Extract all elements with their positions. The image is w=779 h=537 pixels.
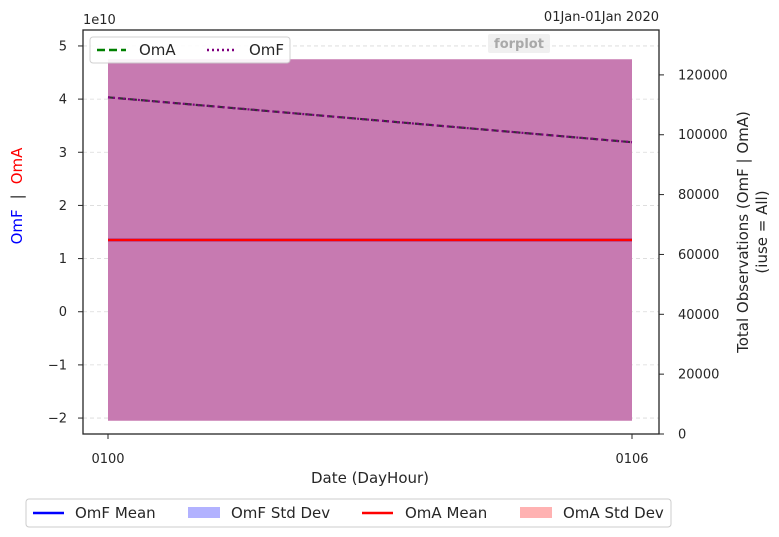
right-tick-label-3: 60000 — [678, 248, 719, 263]
legend-omf-std-label: OmF Std Dev — [231, 504, 330, 522]
right-axis-label-line2: (iuse = All) — [753, 190, 771, 273]
left-tick-label-5: 3 — [59, 146, 67, 161]
left-tick-label-0: −2 — [48, 412, 67, 427]
legend-omf-label: OmF — [249, 41, 284, 59]
x-tick-label-1: 0106 — [615, 452, 648, 467]
right-tick-label-6: 120000 — [678, 68, 728, 83]
left-tick-label-4: 2 — [59, 199, 67, 214]
watermark-box — [488, 34, 550, 53]
legend-oma-std-swatch — [520, 507, 552, 518]
legend-oma-std-label: OmA Std Dev — [563, 504, 664, 522]
right-axis-label-line1: Total Observations (OmF | OmA) — [734, 111, 752, 354]
left-axis-label: OmF | OmA — [8, 147, 26, 245]
left-tick-label-7: 5 — [59, 39, 67, 54]
plot-frame — [82, 29, 660, 435]
left-axis-label-omf: OmF — [8, 209, 26, 244]
left-axis-label-sep: | — [8, 194, 26, 199]
right-tick-label-0: 0 — [678, 428, 686, 443]
left-axis-label-oma: OmA — [8, 147, 26, 184]
series-lines — [107, 96, 633, 242]
left-axis-offset-text: 1e10 — [83, 13, 116, 28]
legend-bottom-box — [25, 498, 672, 528]
legend-omf-mean-label: OmF Mean — [75, 504, 156, 522]
left-tick-label-2: 0 — [59, 305, 67, 320]
right-tick-label-5: 100000 — [678, 128, 728, 143]
x-tick-label-0: 0100 — [91, 452, 124, 467]
watermark: forplot — [488, 34, 550, 53]
legend-top-box — [89, 36, 291, 64]
axis-ticks: −2 −1 0 1 2 3 4 5 0 20000 40000 60000 80000 100000 120… — [48, 39, 728, 467]
right-tick-label-4: 80000 — [678, 188, 719, 203]
left-tick-label-3: 1 — [59, 252, 67, 267]
legend-omf-std-swatch — [188, 507, 220, 518]
watermark-text: forplot — [494, 37, 544, 52]
right-tick-label-2: 40000 — [678, 308, 719, 323]
legend-oma-label: OmA — [139, 41, 176, 59]
legend-bottom: OmF Mean OmF Std Dev OmA Mean OmA Std De… — [25, 498, 672, 528]
right-tick-label-1: 20000 — [678, 368, 719, 383]
legend-top: OmA OmF — [89, 36, 291, 64]
left-tick-label-6: 4 — [59, 93, 67, 108]
legend-oma-mean-label: OmA Mean — [405, 504, 487, 522]
date-range-title: 01Jan-01Jan 2020 — [544, 10, 659, 25]
x-axis-label: Date (DayHour) — [311, 469, 429, 487]
left-tick-label-1: −1 — [48, 358, 67, 373]
